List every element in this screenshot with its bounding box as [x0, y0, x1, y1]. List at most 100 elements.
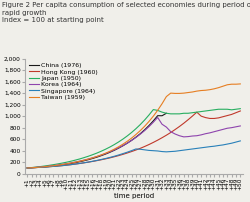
Korea (1964) — [182, 136, 185, 138]
Taiwan (1959) — [108, 150, 111, 153]
Korea (1964) — [43, 165, 46, 168]
Taiwan (1959) — [104, 152, 107, 155]
Singapore (1964) — [152, 149, 155, 152]
Japan (1950) — [169, 113, 172, 115]
Hong Kong (1960) — [222, 116, 224, 118]
Korea (1964) — [200, 134, 203, 136]
Japan (1950) — [208, 109, 212, 112]
China (1976) — [148, 124, 150, 127]
Hong Kong (1960) — [195, 111, 198, 113]
Taiwan (1959) — [130, 137, 133, 139]
Japan (1950) — [108, 146, 111, 148]
Korea (1964) — [100, 154, 103, 156]
Korea (1964) — [217, 129, 220, 132]
Japan (1950) — [143, 119, 146, 121]
Hong Kong (1960) — [191, 115, 194, 117]
Korea (1964) — [204, 133, 207, 135]
Korea (1964) — [30, 166, 33, 169]
Japan (1950) — [234, 108, 238, 110]
Korea (1964) — [86, 158, 90, 160]
China (1976) — [34, 166, 37, 169]
Singapore (1964) — [100, 158, 103, 161]
Hong Kong (1960) — [78, 162, 81, 165]
Taiwan (1959) — [26, 167, 29, 169]
Korea (1964) — [52, 164, 55, 167]
Japan (1950) — [60, 162, 64, 164]
Singapore (1964) — [234, 141, 238, 143]
Hong Kong (1960) — [187, 119, 190, 121]
China (1976) — [86, 159, 90, 161]
China (1976) — [160, 115, 164, 117]
Taiwan (1959) — [100, 154, 103, 156]
Hong Kong (1960) — [204, 116, 207, 119]
Line: Korea (1964): Korea (1964) — [27, 118, 240, 168]
Japan (1950) — [130, 131, 133, 134]
Japan (1950) — [34, 166, 37, 168]
Singapore (1964) — [156, 150, 159, 152]
Taiwan (1959) — [187, 91, 190, 94]
Hong Kong (1960) — [234, 112, 238, 114]
Singapore (1964) — [204, 146, 207, 148]
Korea (1964) — [239, 125, 242, 127]
Taiwan (1959) — [134, 133, 138, 136]
Japan (1950) — [95, 152, 98, 154]
Taiwan (1959) — [30, 166, 33, 169]
Japan (1950) — [230, 109, 233, 111]
Korea (1964) — [234, 126, 238, 128]
China (1976) — [91, 157, 94, 160]
Korea (1964) — [134, 136, 138, 139]
Hong Kong (1960) — [74, 163, 76, 165]
Japan (1950) — [213, 109, 216, 111]
Korea (1964) — [160, 123, 164, 125]
Korea (1964) — [69, 162, 72, 164]
China (1976) — [74, 162, 76, 164]
Hong Kong (1960) — [126, 152, 129, 154]
China (1976) — [65, 163, 68, 165]
Taiwan (1959) — [165, 95, 168, 98]
Singapore (1964) — [226, 143, 229, 145]
Japan (1950) — [222, 108, 224, 110]
China (1976) — [104, 153, 107, 155]
Taiwan (1959) — [182, 92, 185, 94]
Hong Kong (1960) — [165, 134, 168, 136]
Hong Kong (1960) — [239, 110, 242, 112]
Singapore (1964) — [48, 166, 50, 168]
Hong Kong (1960) — [113, 156, 116, 158]
Japan (1950) — [69, 160, 72, 162]
Japan (1950) — [152, 108, 155, 111]
Japan (1950) — [174, 113, 176, 115]
Hong Kong (1960) — [226, 114, 229, 117]
Korea (1964) — [78, 160, 81, 162]
Hong Kong (1960) — [52, 165, 55, 168]
Singapore (1964) — [217, 144, 220, 147]
China (1976) — [82, 160, 85, 162]
Hong Kong (1960) — [56, 165, 59, 167]
Singapore (1964) — [165, 151, 168, 153]
Hong Kong (1960) — [148, 143, 150, 146]
Taiwan (1959) — [65, 163, 68, 165]
Taiwan (1959) — [239, 83, 242, 85]
Japan (1950) — [43, 165, 46, 167]
Korea (1964) — [230, 126, 233, 129]
Hong Kong (1960) — [108, 157, 111, 159]
Taiwan (1959) — [117, 146, 120, 148]
Singapore (1964) — [222, 144, 224, 146]
China (1976) — [152, 120, 155, 122]
China (1976) — [56, 164, 59, 167]
Korea (1964) — [113, 149, 116, 151]
Hong Kong (1960) — [174, 128, 176, 131]
Singapore (1964) — [26, 167, 29, 169]
Taiwan (1959) — [208, 88, 212, 91]
Singapore (1964) — [130, 149, 133, 152]
China (1976) — [95, 156, 98, 158]
Hong Kong (1960) — [230, 113, 233, 116]
Korea (1964) — [108, 151, 111, 153]
Taiwan (1959) — [156, 109, 159, 112]
Hong Kong (1960) — [122, 153, 124, 156]
Japan (1950) — [217, 108, 220, 110]
Japan (1950) — [148, 114, 150, 116]
Japan (1950) — [100, 150, 103, 153]
Hong Kong (1960) — [217, 117, 220, 119]
Taiwan (1959) — [43, 165, 46, 168]
Japan (1950) — [104, 148, 107, 150]
